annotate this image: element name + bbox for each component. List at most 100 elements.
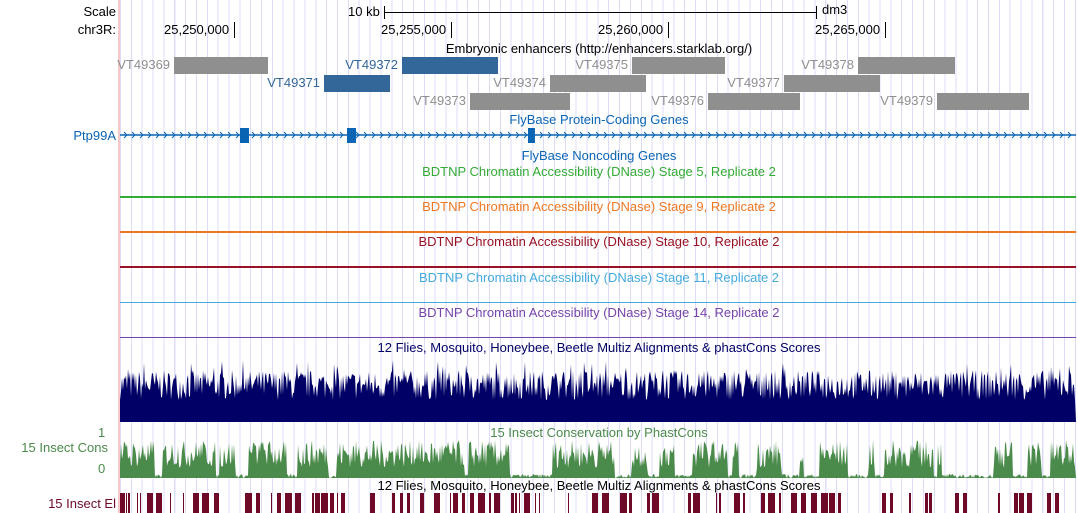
conserved-element bbox=[629, 493, 632, 513]
conserved-element bbox=[688, 493, 691, 513]
conserved-element bbox=[1014, 493, 1018, 513]
enhancer-VT49373[interactable] bbox=[469, 93, 570, 110]
tick-mark bbox=[668, 22, 670, 38]
enhancer-VT49376[interactable] bbox=[708, 93, 800, 110]
conserved-element bbox=[156, 493, 162, 513]
conserved-element bbox=[829, 493, 835, 513]
tick-label: 25,255,000 bbox=[381, 22, 447, 37]
dnase-track[interactable] bbox=[120, 301, 1076, 304]
enhancer-VT49369[interactable] bbox=[174, 57, 268, 74]
conserved-element bbox=[801, 493, 806, 513]
assembly-label: dm3 bbox=[822, 2, 848, 17]
conserved-element bbox=[137, 493, 138, 513]
enhancer-label[interactable]: VT49376 bbox=[651, 93, 704, 108]
conserved-element bbox=[838, 493, 841, 513]
enhancer-VT49377[interactable] bbox=[783, 75, 880, 92]
conserved-element bbox=[882, 493, 886, 513]
dnase-track[interactable] bbox=[120, 336, 1076, 339]
conserved-element bbox=[602, 493, 609, 513]
conserved-element bbox=[743, 493, 745, 513]
conserved-element bbox=[245, 493, 252, 513]
conserved-element bbox=[126, 493, 127, 513]
enhancer-label[interactable]: VT49375 bbox=[575, 57, 628, 72]
noncoding-title: FlyBase Noncoding Genes bbox=[521, 148, 677, 163]
enhancer-VT49371[interactable] bbox=[324, 75, 390, 92]
conserved-element bbox=[420, 493, 424, 513]
enhancer-VT49379[interactable] bbox=[936, 93, 1029, 110]
conserved-element bbox=[489, 493, 491, 513]
conserved-element bbox=[337, 493, 338, 513]
conserved-element bbox=[811, 493, 817, 513]
conserved-element bbox=[321, 493, 328, 513]
conserved-element bbox=[450, 493, 451, 513]
conserved-element bbox=[128, 493, 130, 513]
elements-track[interactable] bbox=[120, 493, 1076, 513]
conserved-element bbox=[568, 493, 569, 513]
enhancer-label[interactable]: VT49379 bbox=[880, 93, 933, 108]
conserved-element bbox=[341, 493, 345, 513]
conserved-element bbox=[524, 493, 530, 513]
conserved-element bbox=[312, 493, 314, 513]
tick-label: 25,250,000 bbox=[164, 22, 230, 37]
conserved-element bbox=[285, 493, 292, 513]
conserved-element bbox=[434, 493, 440, 513]
conserved-element bbox=[693, 493, 700, 513]
conserved-element bbox=[1027, 493, 1032, 513]
strand-arrows bbox=[123, 131, 1072, 139]
conserved-element bbox=[761, 493, 765, 513]
elements-title: 12 Flies, Mosquito, Honeybee, Beetle Mul… bbox=[377, 478, 821, 493]
cons-track[interactable] bbox=[120, 440, 1076, 478]
tick-label: 25,265,000 bbox=[815, 22, 881, 37]
dnase-track[interactable] bbox=[120, 231, 1076, 233]
enhancer-VT49375[interactable] bbox=[632, 57, 725, 74]
enhancer-label[interactable]: VT49369 bbox=[117, 57, 171, 72]
conserved-element bbox=[1055, 493, 1059, 513]
enhancer-VT49372[interactable] bbox=[402, 57, 499, 74]
cons-label: 15 Insect Cons bbox=[21, 440, 108, 455]
conserved-element bbox=[734, 493, 740, 513]
enhancer-label[interactable]: VT49377 bbox=[727, 75, 780, 90]
tick-mark bbox=[451, 22, 453, 38]
exon bbox=[527, 128, 535, 143]
conserved-element bbox=[147, 493, 153, 513]
gene-ptp99a[interactable] bbox=[120, 125, 1076, 145]
enhancer-label[interactable]: VT49372 bbox=[345, 57, 399, 72]
scale-bar-tick bbox=[816, 6, 817, 19]
conserved-element bbox=[140, 493, 141, 513]
conserved-element bbox=[791, 493, 797, 513]
enhancer-label[interactable]: VT49371 bbox=[267, 75, 321, 90]
enhancer-label[interactable]: VT49373 bbox=[413, 93, 466, 108]
dnase-track[interactable] bbox=[120, 266, 1076, 268]
conserved-element bbox=[647, 493, 650, 513]
enhancer-VT49378[interactable] bbox=[857, 57, 955, 74]
chrom-label: chr3R: bbox=[77, 22, 116, 37]
elements-label: 15 Insect El bbox=[48, 496, 116, 511]
enhancer-label[interactable]: VT49374 bbox=[493, 75, 547, 90]
conserved-element bbox=[539, 493, 540, 513]
conserved-element bbox=[955, 493, 959, 513]
enhancer-VT49374[interactable] bbox=[550, 75, 646, 92]
scale-bar-label: 10 kb bbox=[348, 4, 380, 19]
conserved-element bbox=[998, 493, 1000, 513]
conserved-element bbox=[315, 493, 320, 513]
conserved-element bbox=[478, 493, 485, 513]
genes-title: FlyBase Protein-Coding Genes bbox=[509, 112, 689, 127]
conserved-element bbox=[277, 493, 281, 513]
conserved-element bbox=[519, 493, 520, 513]
gene-label[interactable]: Ptp99A bbox=[73, 128, 116, 143]
conserved-element bbox=[330, 493, 334, 513]
multiz-title: 12 Flies, Mosquito, Honeybee, Beetle Mul… bbox=[377, 340, 821, 355]
multiz-track[interactable] bbox=[120, 360, 1076, 422]
conserved-element bbox=[295, 493, 301, 513]
conserved-element bbox=[652, 493, 659, 513]
conserved-element bbox=[453, 493, 458, 513]
enhancer-label[interactable]: VT49378 bbox=[801, 57, 854, 72]
dnase-title: BDTNP Chromatin Accessibility (DNase) St… bbox=[418, 304, 780, 320]
conserved-element bbox=[719, 493, 721, 513]
enhancers-title: Embryonic enhancers (http://enhancers.st… bbox=[445, 41, 753, 56]
conserved-element bbox=[768, 493, 775, 513]
dnase-track[interactable] bbox=[120, 196, 1076, 198]
cons-title: 15 Insect Conservation by PhastCons bbox=[490, 425, 708, 440]
conserved-element bbox=[193, 493, 199, 513]
conserved-element bbox=[821, 493, 828, 513]
